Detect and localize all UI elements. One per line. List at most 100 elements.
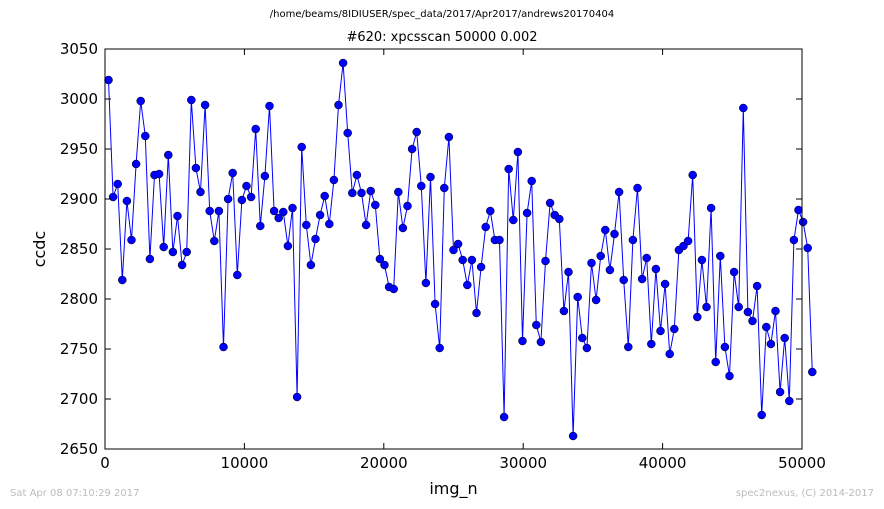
data-point — [127, 235, 136, 245]
x-tick-label: 20000 — [360, 454, 408, 472]
data-point — [766, 339, 776, 349]
data-point — [228, 168, 237, 178]
x-tick-label: 40000 — [639, 454, 687, 472]
data-point — [720, 342, 730, 352]
data-point — [173, 211, 182, 221]
data-point — [283, 241, 293, 251]
data-point — [762, 322, 771, 332]
data-point — [729, 267, 739, 277]
data-point — [403, 201, 412, 211]
data-point — [665, 349, 674, 359]
data-point — [775, 387, 785, 397]
data-point — [122, 196, 132, 206]
data-point — [269, 206, 279, 216]
data-point — [375, 254, 385, 264]
data-point — [711, 357, 720, 367]
data-point — [421, 278, 431, 288]
data-point — [578, 333, 587, 343]
x-axis-label: img_n — [429, 479, 477, 499]
data-point — [389, 284, 398, 294]
data-point — [706, 203, 716, 213]
data-point — [605, 265, 615, 275]
data-point — [656, 326, 665, 336]
data-point — [564, 267, 573, 277]
data-point — [499, 412, 509, 422]
y-axis-label: ccdc — [30, 231, 49, 268]
data-point — [444, 132, 454, 142]
data-point — [633, 183, 642, 193]
chart-title: #620: xpcsscan 50000 0.002 — [346, 30, 538, 45]
data-point — [302, 220, 311, 230]
y-tick-label: 2800 — [60, 290, 98, 308]
data-point — [338, 58, 348, 68]
data-point — [610, 229, 619, 239]
data-point — [545, 198, 555, 208]
x-tick-label: 30000 — [499, 454, 547, 472]
data-point — [205, 206, 214, 216]
data-point — [200, 100, 210, 110]
data-point — [118, 275, 127, 285]
data-point — [596, 251, 605, 261]
data-point — [329, 175, 339, 185]
data-point — [361, 220, 371, 230]
data-point — [233, 270, 242, 280]
x-tick-label: 10000 — [221, 454, 269, 472]
data-point — [789, 235, 799, 245]
data-point — [407, 144, 417, 154]
data-point — [348, 188, 357, 198]
data-point — [412, 127, 421, 137]
data-point — [251, 124, 260, 134]
data-point — [739, 103, 748, 113]
file-path-title: /home/beams/8IDIUSER/spec_data/2017/Apr2… — [269, 9, 615, 20]
data-point — [555, 214, 564, 224]
data-point — [292, 392, 302, 402]
data-point — [716, 251, 725, 261]
data-point — [647, 339, 656, 349]
x-tick-label: 50000 — [778, 454, 826, 472]
data-point — [108, 192, 118, 202]
data-point — [495, 235, 504, 245]
data-point — [683, 236, 693, 246]
data-point — [486, 206, 495, 216]
data-point — [177, 260, 187, 270]
data-point — [725, 371, 734, 381]
y-tick-label: 2900 — [60, 190, 98, 208]
data-point — [601, 225, 610, 235]
data-point — [642, 253, 651, 263]
data-point — [417, 181, 426, 191]
series-layer — [104, 58, 817, 441]
y-tick-label: 3050 — [60, 40, 98, 58]
data-point — [246, 192, 256, 202]
data-point — [214, 206, 224, 216]
data-point — [504, 164, 513, 174]
data-point — [435, 343, 444, 353]
footer-credit: spec2nexus, (C) 2014-2017 — [735, 488, 874, 499]
data-point — [522, 208, 532, 218]
data-point — [449, 245, 458, 255]
data-point — [352, 170, 362, 180]
data-point — [518, 336, 527, 346]
data-point — [619, 275, 628, 285]
data-point — [734, 302, 743, 312]
data-point — [541, 256, 550, 266]
data-point — [509, 215, 518, 225]
data-point — [757, 410, 766, 420]
data-point — [187, 95, 196, 105]
data-point — [131, 159, 141, 169]
y-tick-label: 2950 — [60, 140, 98, 158]
data-point — [798, 217, 808, 227]
data-point — [752, 281, 762, 291]
data-point — [780, 333, 789, 343]
data-point — [693, 312, 702, 322]
data-point — [306, 260, 316, 270]
data-point — [453, 239, 463, 249]
data-point — [532, 320, 541, 330]
data-point — [288, 203, 297, 213]
data-point — [104, 75, 113, 85]
data-point — [637, 274, 647, 284]
data-point — [582, 343, 592, 353]
data-point — [573, 292, 582, 302]
data-point — [265, 101, 274, 111]
data-point — [159, 242, 168, 252]
data-point — [559, 306, 569, 316]
